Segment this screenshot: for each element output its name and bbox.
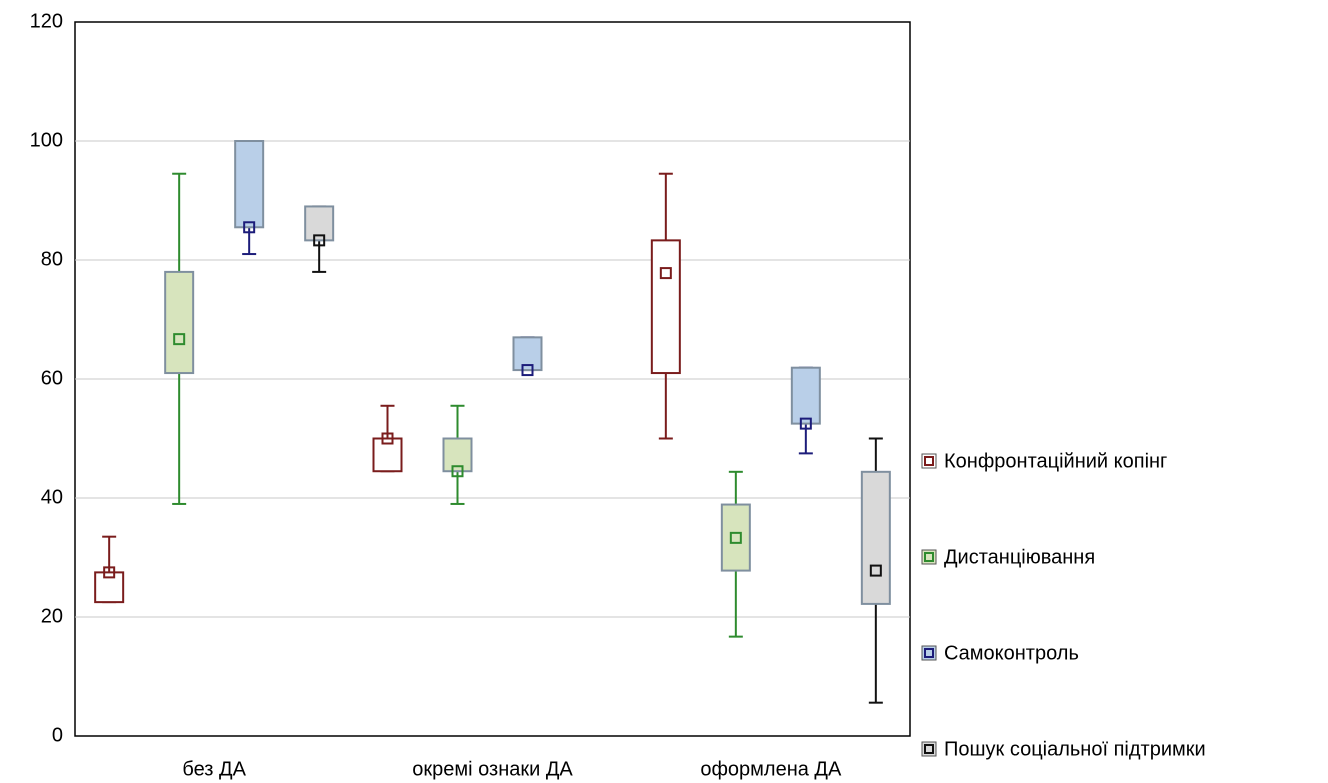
box (234, 140, 265, 229)
median-marker (451, 465, 464, 478)
y-tick-label: 0 (52, 724, 63, 746)
box (720, 503, 751, 572)
box (860, 470, 891, 605)
y-tick-label: 40 (41, 486, 63, 508)
median-marker (869, 564, 882, 577)
median-marker (521, 364, 534, 377)
legend-marker (924, 552, 934, 562)
y-tick-label: 80 (41, 248, 63, 270)
y-tick-label: 60 (41, 367, 63, 389)
x-tick-label: оформлена ДА (700, 758, 842, 780)
box (164, 270, 195, 375)
median-marker (103, 566, 116, 579)
x-tick-label: без ДА (182, 758, 246, 780)
box (94, 571, 125, 604)
legend-label: Пошук соціальної підтримки (944, 738, 1206, 760)
median-marker (381, 432, 394, 445)
legend-marker (924, 648, 934, 658)
y-tick-label: 100 (30, 129, 63, 151)
legend-marker (924, 744, 934, 754)
median-marker (729, 531, 742, 544)
median-marker (243, 221, 256, 234)
y-tick-label: 120 (30, 10, 63, 32)
box (790, 366, 821, 425)
legend-label: Конфронтаційний копінг (944, 450, 1167, 472)
x-tick-label: окремі ознаки ДА (412, 758, 573, 780)
median-marker (659, 267, 672, 280)
median-marker (173, 333, 186, 346)
median-marker (799, 417, 812, 430)
legend-marker (924, 456, 934, 466)
median-marker (313, 234, 326, 247)
legend-label: Дистанціювання (944, 546, 1095, 568)
legend-label: Самоконтроль (944, 642, 1079, 664)
box (650, 239, 681, 375)
y-tick-label: 20 (41, 605, 63, 627)
